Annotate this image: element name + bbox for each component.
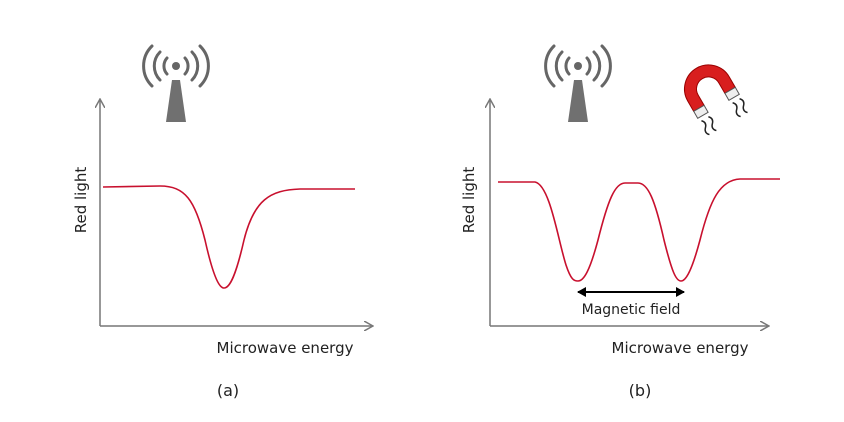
caption: (a): [217, 381, 239, 400]
panel-a: Red light Microwave energy (a): [72, 44, 372, 400]
antenna-icon: [544, 44, 612, 122]
annotation: Magnetic field: [582, 302, 681, 318]
caption: (b): [629, 381, 652, 400]
antenna-icon: [142, 44, 210, 122]
curve: [102, 185, 355, 289]
panel-b: Magnetic field Microwave energy Red ligh…: [460, 44, 780, 400]
x-axis-label: Microwave energy: [217, 339, 354, 357]
y-axis-label: Red light: [460, 167, 478, 234]
y-axis-label: Red light: [72, 167, 90, 234]
curve: [498, 178, 780, 282]
x-axis-label: Microwave energy: [612, 339, 749, 357]
magnet-icon: [684, 64, 748, 136]
